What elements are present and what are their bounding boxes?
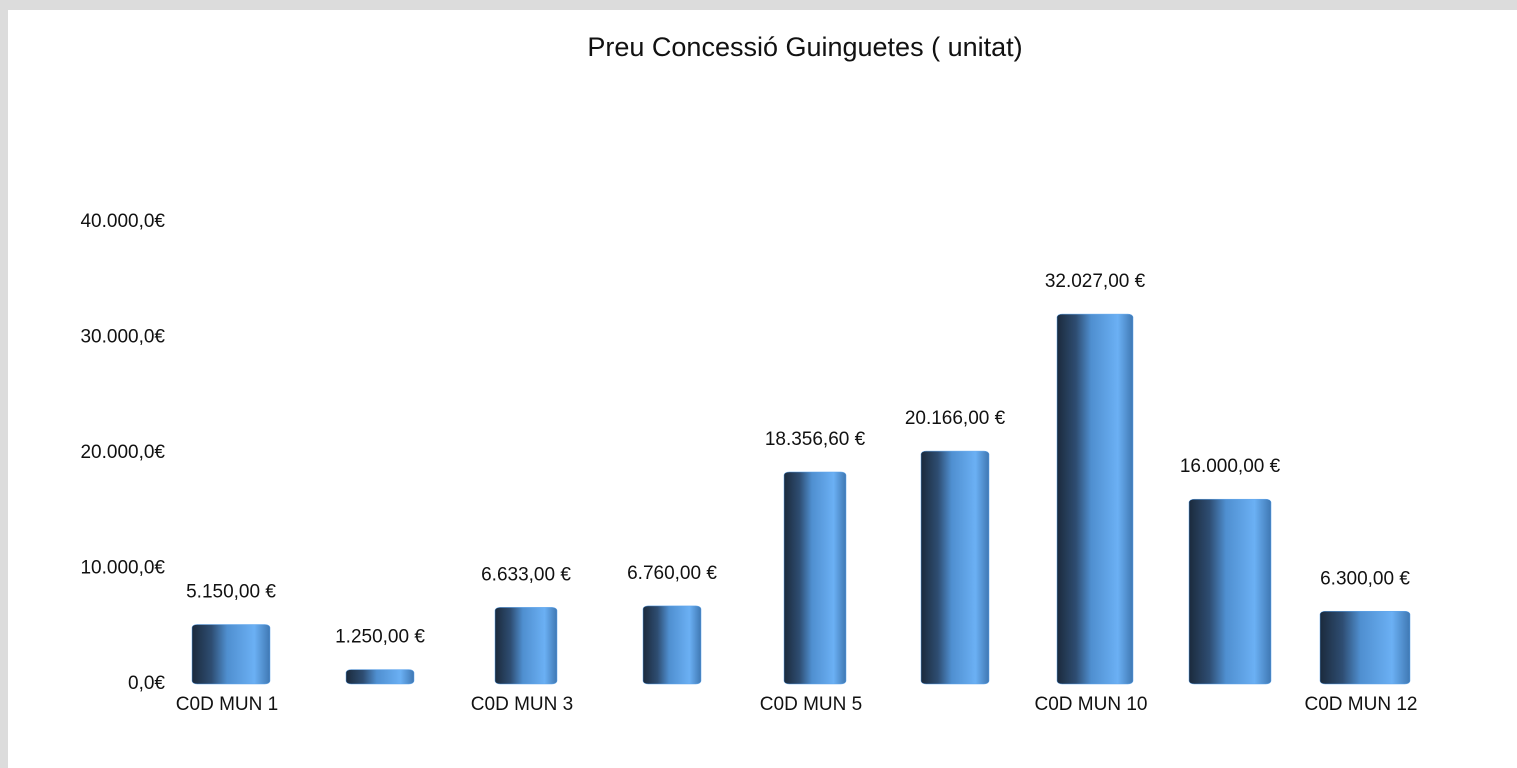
- data-label: 32.027,00 €: [1045, 271, 1146, 292]
- x-tick-label: C0D MUN 10: [1035, 694, 1148, 715]
- bar: [1319, 610, 1411, 685]
- y-tick-label: 20.000,0€: [80, 442, 165, 463]
- bar: [1188, 498, 1272, 685]
- bar: [191, 624, 271, 685]
- x-tick-label: C0D MUN 5: [760, 694, 862, 715]
- data-label: 6.760,00 €: [627, 563, 717, 584]
- bar: [920, 450, 990, 685]
- data-label: 1.250,00 €: [335, 627, 425, 648]
- bar: [494, 607, 558, 685]
- y-tick-label: 40.000,0€: [80, 211, 165, 232]
- x-tick-label: C0D MUN 12: [1305, 694, 1418, 715]
- y-tick-label: 10.000,0€: [80, 558, 165, 579]
- y-tick-label: 0,0€: [128, 673, 165, 694]
- data-label: 18.356,60 €: [765, 429, 866, 450]
- data-label: 20.166,00 €: [905, 408, 1006, 429]
- data-label: 5.150,00 €: [186, 582, 276, 603]
- chart-title: Preu Concessió Guinguetes ( unitat): [587, 32, 1022, 62]
- data-label: 16.000,00 €: [1180, 456, 1281, 477]
- y-tick-label: 30.000,0€: [80, 327, 165, 348]
- bar: [783, 471, 847, 685]
- bar: [345, 669, 415, 685]
- bar: [642, 605, 702, 685]
- data-label: 6.633,00 €: [481, 564, 571, 585]
- data-label: 6.300,00 €: [1320, 568, 1410, 589]
- x-tick-label: C0D MUN 3: [471, 694, 573, 715]
- x-tick-label: C0D MUN 1: [176, 694, 278, 715]
- bar: [1056, 313, 1134, 685]
